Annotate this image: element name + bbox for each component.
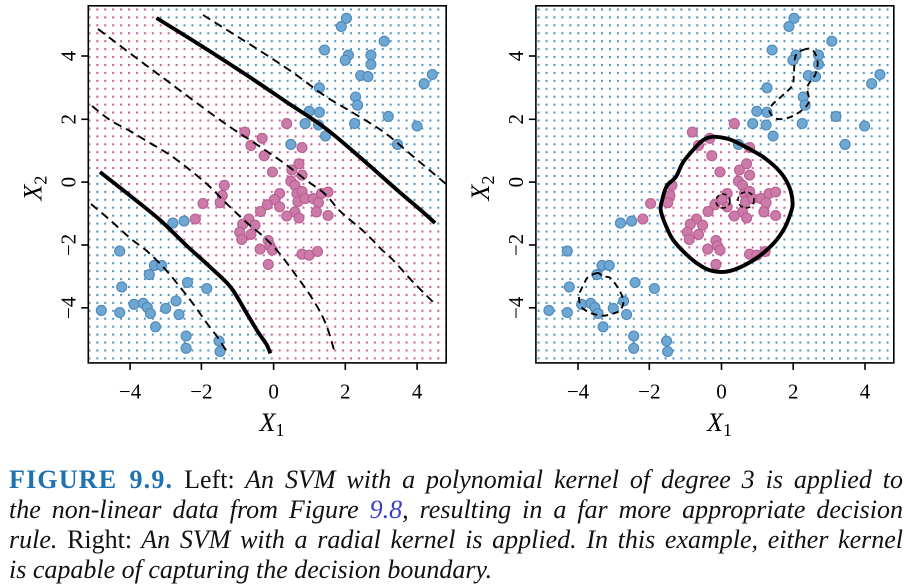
svg-text:−2: −2 <box>504 234 528 256</box>
svg-text:−2: −2 <box>638 380 660 404</box>
svg-text:−2: −2 <box>56 234 80 256</box>
svg-text:0: 0 <box>268 380 279 404</box>
svg-text:X1: X1 <box>706 408 732 440</box>
svg-text:−2: −2 <box>190 380 212 404</box>
svg-text:0: 0 <box>716 380 727 404</box>
svg-text:2: 2 <box>788 380 799 404</box>
svg-text:0: 0 <box>504 177 528 188</box>
svg-text:0: 0 <box>56 177 80 188</box>
svg-text:4: 4 <box>412 380 423 404</box>
svg-text:−4: −4 <box>119 380 142 404</box>
svg-text:X2: X2 <box>466 176 498 202</box>
svg-text:2: 2 <box>56 114 80 125</box>
svg-text:−4: −4 <box>504 296 528 319</box>
svg-text:4: 4 <box>504 50 528 61</box>
svg-text:X2: X2 <box>18 176 50 202</box>
svg-text:2: 2 <box>340 380 351 404</box>
svg-text:−4: −4 <box>567 380 590 404</box>
svg-text:−4: −4 <box>56 296 80 319</box>
svg-text:2: 2 <box>504 114 528 125</box>
svg-text:X1: X1 <box>259 408 285 440</box>
svg-text:4: 4 <box>56 50 80 61</box>
svg-text:4: 4 <box>860 380 871 404</box>
